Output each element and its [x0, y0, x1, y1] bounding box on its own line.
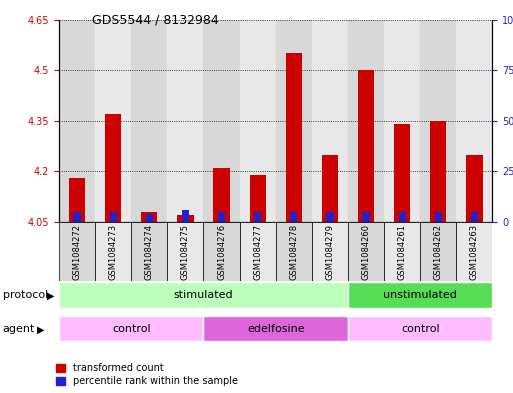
Text: GSM1084272: GSM1084272: [72, 224, 82, 280]
Text: GSM1084277: GSM1084277: [253, 224, 262, 280]
Text: agent: agent: [3, 323, 35, 334]
Bar: [362, 212, 370, 222]
Bar: [146, 214, 153, 222]
Bar: [420, 20, 457, 222]
Bar: [69, 178, 85, 222]
Bar: [73, 212, 81, 222]
Bar: [59, 282, 348, 308]
Text: GSM1084263: GSM1084263: [470, 224, 479, 280]
Bar: [457, 20, 492, 222]
Text: GSM1084276: GSM1084276: [217, 224, 226, 280]
Bar: [358, 70, 374, 222]
Text: GSM1084279: GSM1084279: [325, 224, 334, 280]
Text: control: control: [401, 323, 440, 334]
Text: ▶: ▶: [37, 324, 45, 334]
Text: protocol: protocol: [3, 290, 48, 300]
Bar: [399, 212, 406, 222]
Text: GSM1084262: GSM1084262: [434, 224, 443, 280]
Bar: [182, 210, 189, 222]
Bar: [110, 212, 117, 222]
Bar: [430, 121, 446, 222]
Bar: [254, 212, 261, 222]
Bar: [131, 20, 167, 222]
Bar: [290, 212, 298, 222]
Bar: [131, 222, 167, 281]
Text: GSM1084278: GSM1084278: [289, 224, 298, 280]
Bar: [286, 53, 302, 222]
Bar: [275, 20, 312, 222]
Bar: [218, 212, 225, 222]
Bar: [466, 154, 483, 222]
Bar: [59, 222, 95, 281]
Text: edelfosine: edelfosine: [247, 323, 305, 334]
Bar: [240, 20, 275, 222]
Bar: [95, 20, 131, 222]
Bar: [384, 222, 420, 281]
Text: GDS5544 / 8132984: GDS5544 / 8132984: [92, 14, 219, 27]
Bar: [420, 222, 457, 281]
Text: GSM1084260: GSM1084260: [362, 224, 370, 280]
Bar: [59, 20, 95, 222]
Bar: [312, 20, 348, 222]
Text: ▶: ▶: [47, 291, 55, 301]
Bar: [348, 222, 384, 281]
Text: control: control: [112, 323, 150, 334]
Bar: [384, 20, 420, 222]
Bar: [204, 316, 348, 342]
Bar: [326, 212, 333, 222]
Bar: [457, 222, 492, 281]
Text: GSM1084273: GSM1084273: [109, 224, 117, 280]
Text: GSM1084261: GSM1084261: [398, 224, 407, 280]
Text: unstimulated: unstimulated: [383, 290, 457, 300]
Bar: [204, 222, 240, 281]
Bar: [275, 222, 312, 281]
Bar: [105, 114, 121, 222]
Bar: [240, 222, 275, 281]
Bar: [213, 168, 230, 222]
Bar: [322, 154, 338, 222]
Bar: [348, 20, 384, 222]
Text: GSM1084274: GSM1084274: [145, 224, 154, 280]
Legend: transformed count, percentile rank within the sample: transformed count, percentile rank withi…: [56, 363, 238, 386]
Text: stimulated: stimulated: [174, 290, 233, 300]
Bar: [204, 20, 240, 222]
Bar: [435, 212, 442, 222]
Bar: [141, 212, 157, 222]
Bar: [59, 316, 204, 342]
Bar: [348, 316, 492, 342]
Bar: [177, 215, 193, 222]
Bar: [249, 175, 266, 222]
Bar: [167, 20, 204, 222]
Bar: [471, 212, 478, 222]
Bar: [95, 222, 131, 281]
Bar: [348, 282, 492, 308]
Bar: [394, 124, 410, 222]
Text: GSM1084275: GSM1084275: [181, 224, 190, 280]
Bar: [312, 222, 348, 281]
Bar: [167, 222, 204, 281]
